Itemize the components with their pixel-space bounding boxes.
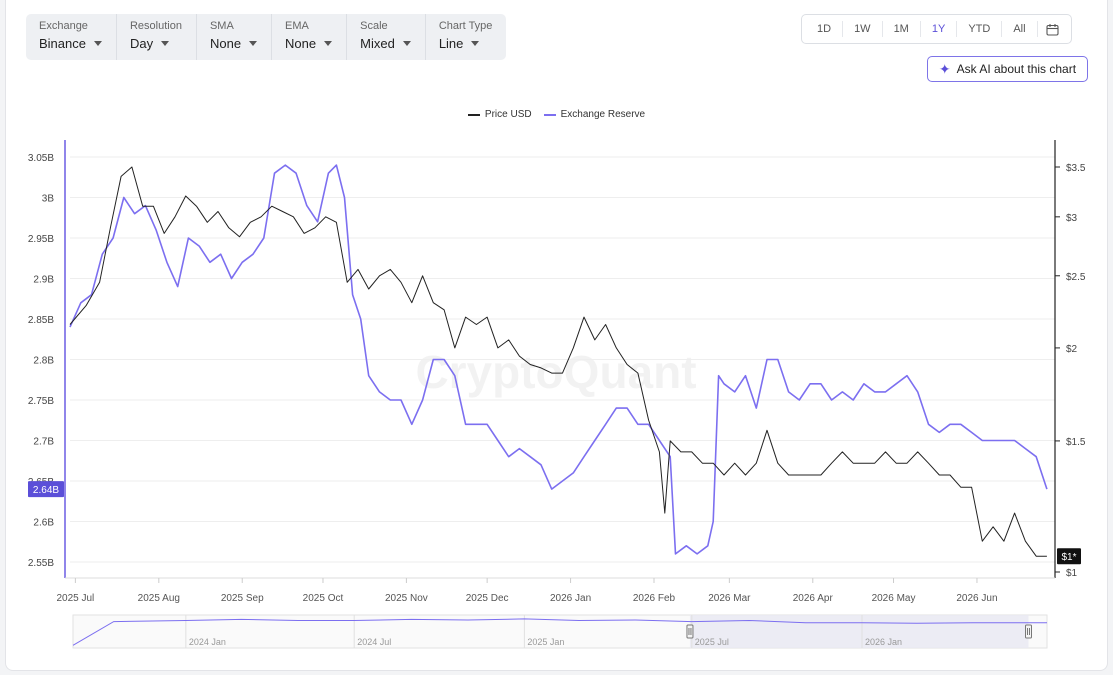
x-tick-label: 2026 Apr <box>793 593 834 604</box>
range-button-1m[interactable]: 1M <box>881 21 920 37</box>
y-left-tick-label: 2.9B <box>33 275 54 286</box>
navigator-label: 2025 Jan <box>527 637 564 647</box>
selector-chart-type[interactable]: Chart Type Line <box>424 14 507 60</box>
chevron-down-icon <box>161 41 170 46</box>
chevron-down-icon <box>93 41 102 46</box>
x-tick-label: 2025 Dec <box>466 593 509 604</box>
range-button-1y[interactable]: 1Y <box>919 21 956 37</box>
range-button-ytd[interactable]: YTD <box>956 21 1001 37</box>
chart-panel <box>5 0 1108 671</box>
selector-ema[interactable]: EMA None <box>271 14 346 60</box>
chevron-down-icon <box>402 41 411 46</box>
selector-label: Scale <box>360 20 388 32</box>
selector-label: SMA <box>209 20 234 32</box>
legend: Price USD Exchange Reserve <box>0 109 1113 120</box>
selector-exchange[interactable]: Exchange Binance <box>26 14 116 60</box>
selector-value: Line <box>438 36 464 51</box>
legend-label-reserve: Exchange Reserve <box>560 109 646 120</box>
y-left-tick-label: 2.7B <box>33 437 54 448</box>
selector-resolution[interactable]: Resolution Day <box>115 14 196 60</box>
y-left-tick-label: 2.6B <box>33 518 54 529</box>
x-tick-label: 2025 Nov <box>385 593 428 604</box>
x-tick-label: 2025 Oct <box>303 593 344 604</box>
y-left-tick-label: 3.05B <box>28 153 54 164</box>
navigator-label: 2024 Jul <box>357 637 391 647</box>
navigator-series-line <box>72 618 1047 646</box>
navigator-label: 2024 Jan <box>189 637 226 647</box>
legend-item-reserve[interactable]: Exchange Reserve <box>543 109 646 120</box>
y-left-tick-label: 2.8B <box>33 356 54 367</box>
current-price-label: $1* <box>1061 552 1076 563</box>
navigator-handle-right[interactable] <box>1025 624 1033 639</box>
range-button-1w[interactable]: 1W <box>842 21 882 37</box>
selector-label: Exchange <box>39 20 88 32</box>
legend-item-price[interactable]: Price USD <box>467 109 532 120</box>
x-tick-label: 2026 Jan <box>550 593 591 604</box>
selector-value: None <box>209 36 242 51</box>
current-reserve-label: 2.64B <box>33 485 59 496</box>
navigator-selection <box>689 615 1029 648</box>
chevron-down-icon <box>471 41 480 46</box>
selector-label: Chart Type <box>438 20 493 32</box>
x-tick-label: 2026 Feb <box>633 593 676 604</box>
chart-options-bar: Exchange Binance Resolution Day SMA None EMA No… <box>26 14 507 60</box>
legend-swatch-price <box>467 113 480 116</box>
chevron-down-icon <box>324 41 333 46</box>
range-selector: 1D 1W 1M 1Y YTD All <box>801 14 1072 44</box>
y-right-tick-label: $3.5 <box>1066 163 1086 174</box>
legend-swatch-reserve <box>543 113 556 116</box>
selector-value: Day <box>129 36 154 51</box>
selector-value: Binance <box>39 36 86 51</box>
x-tick-label: 2025 Sep <box>221 593 264 604</box>
current-price-badge <box>1057 548 1081 565</box>
calendar-icon[interactable] <box>1036 21 1067 37</box>
series-line-price-usd <box>69 166 1047 557</box>
y-left-tick-label: 3B <box>42 194 55 205</box>
ask-ai-button[interactable]: ✦ Ask AI about this chart <box>927 56 1088 82</box>
navigator-handle-left[interactable] <box>686 624 694 639</box>
current-reserve-badge <box>28 481 64 498</box>
x-tick-label: 2026 Jun <box>956 593 997 604</box>
navigator-label: 2025 Jul <box>695 637 729 647</box>
range-button-all[interactable]: All <box>1001 21 1036 37</box>
y-right-tick-label: $2.5 <box>1066 272 1086 283</box>
legend-label-price: Price USD <box>484 109 532 120</box>
y-right-tick-label: $1.5 <box>1066 437 1086 448</box>
y-left-tick-label: 2.55B <box>28 558 54 569</box>
chevron-down-icon <box>249 41 258 46</box>
y-left-tick-label: 2.85B <box>28 315 54 326</box>
x-tick-label: 2026 May <box>872 593 916 604</box>
ask-ai-label: Ask AI about this chart <box>956 62 1077 76</box>
series-line-exchange-reserve <box>69 164 1048 555</box>
sparkle-icon: ✦ <box>938 60 951 77</box>
selector-sma[interactable]: SMA None <box>195 14 271 60</box>
selector-value: None <box>285 36 317 51</box>
x-tick-label: 2025 Aug <box>138 593 180 604</box>
y-right-tick-label: $1 <box>1066 568 1078 579</box>
selector-value: Mixed <box>360 36 395 51</box>
range-button-1d[interactable]: 1D <box>817 23 832 35</box>
x-tick-label: 2025 Jul <box>56 593 94 604</box>
selector-scale[interactable]: Scale Mixed <box>346 14 425 60</box>
selector-label: EMA <box>285 20 309 32</box>
selector-label: Resolution <box>129 20 182 32</box>
y-right-tick-label: $2 <box>1066 344 1078 355</box>
x-tick-label: 2026 Mar <box>708 593 751 604</box>
navigator-label: 2026 Jan <box>865 637 902 647</box>
y-left-tick-label: 2.95B <box>28 234 54 245</box>
watermark: CryptoQuant <box>415 346 696 398</box>
y-right-tick-label: $3 <box>1066 213 1078 224</box>
y-left-tick-label: 2.75B <box>28 396 54 407</box>
